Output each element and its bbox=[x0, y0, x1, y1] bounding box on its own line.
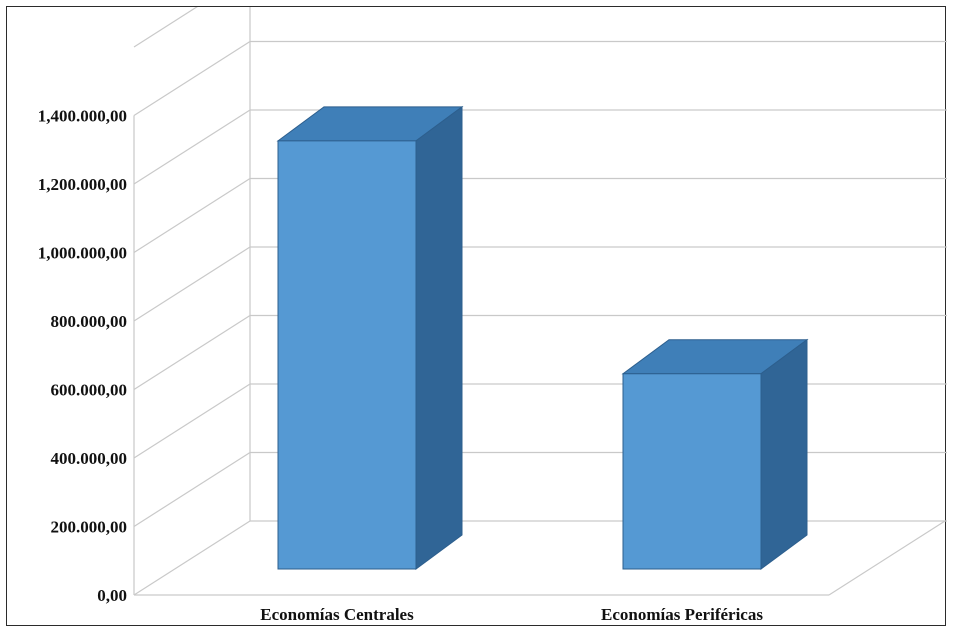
y-tick-label: 600.000,00 bbox=[51, 381, 128, 400]
bar-front-face bbox=[277, 140, 417, 570]
gridline-diagonal bbox=[133, 40, 251, 117]
bar bbox=[276, 105, 464, 570]
x-category-label: Economías Periféricas bbox=[601, 605, 763, 624]
gridline-diagonal bbox=[133, 246, 251, 322]
y-tick-label: 400.000,00 bbox=[51, 449, 128, 468]
y-tick-label: 1,000.000,00 bbox=[38, 244, 127, 263]
gridlines bbox=[133, 7, 947, 596]
bar-side-face bbox=[760, 338, 808, 570]
bar-side-face bbox=[415, 105, 463, 570]
y-tick-label: 1,200.000,00 bbox=[38, 175, 127, 194]
bar-chart: 0,00 200.000,00 400.000,00 600.000,00 800.00… bbox=[38, 7, 947, 625]
gridline-diagonal bbox=[133, 383, 251, 459]
y-tick-label: 200.000,00 bbox=[51, 518, 128, 537]
x-category-label: Economías Centrales bbox=[260, 605, 414, 624]
gridline-diagonal bbox=[133, 109, 251, 185]
gridline-diagonal bbox=[133, 314, 251, 391]
gridline-diagonal bbox=[133, 177, 251, 254]
y-tick-label: 800.000,00 bbox=[51, 312, 128, 331]
gridline-diagonal bbox=[133, 451, 251, 528]
y-tick-label: 0,00 bbox=[97, 586, 127, 605]
chart-frame: 0,00 200.000,00 400.000,00 600.000,00 800.00… bbox=[6, 6, 947, 626]
axes bbox=[133, 7, 946, 596]
gridline-diagonal bbox=[133, 7, 198, 48]
gridline-diagonal bbox=[133, 520, 251, 596]
bars bbox=[276, 105, 809, 570]
labels: 0,00 200.000,00 400.000,00 600.000,00 800.00… bbox=[38, 107, 764, 625]
floor-right-edge bbox=[828, 520, 946, 596]
y-tick-label: 1,400.000,00 bbox=[38, 107, 127, 126]
bar-front-face bbox=[622, 373, 762, 570]
bar bbox=[621, 338, 809, 570]
